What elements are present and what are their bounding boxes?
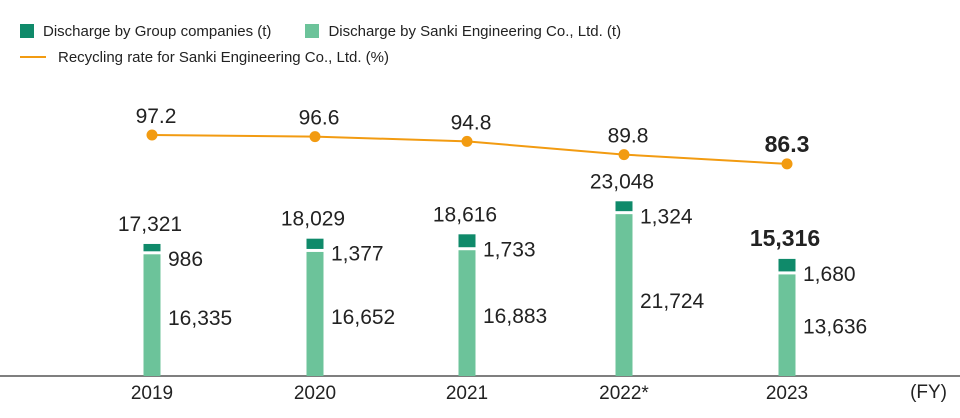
bar-sanki-2 [458, 250, 476, 376]
x-tick-label-2: 2021 [446, 383, 488, 404]
legend-swatch-sanki [305, 24, 320, 38]
label-total-3: 23,048 [590, 170, 654, 193]
label-sanki-4: 13,636 [803, 315, 867, 338]
legend-label-recycling: Recycling rate for Sanki Engineering Co.… [58, 48, 389, 66]
legend-item-recycling: Recycling rate for Sanki Engineering Co.… [20, 49, 389, 66]
label-sanki-3: 21,724 [640, 290, 705, 313]
recycling-label-1: 96.6 [299, 107, 340, 130]
x-axis-unit: (FY) [910, 382, 947, 403]
legend-swatch-recycling [20, 56, 46, 58]
legend-row-1: Discharge by Group companies (t) Dischar… [20, 18, 655, 44]
label-sanki-0: 16,335 [168, 307, 232, 330]
recycling-label-0: 97.2 [136, 105, 177, 128]
recycling-label-3: 89.8 [608, 125, 649, 148]
label-total-2: 18,616 [433, 203, 497, 226]
label-total-0: 17,321 [118, 213, 182, 236]
label-group-4: 1,680 [803, 263, 856, 286]
bar-group-3 [615, 201, 633, 212]
bar-group-0 [143, 243, 161, 252]
label-group-1: 1,377 [331, 243, 384, 266]
bar-sanki-1 [306, 251, 324, 376]
x-tick-label-3: 2022* [599, 383, 649, 404]
legend: Discharge by Group companies (t) Dischar… [20, 18, 655, 70]
bar-group-4 [778, 258, 796, 272]
x-tick-label-0: 2019 [131, 383, 173, 404]
label-total-4: 15,316 [750, 225, 820, 251]
legend-swatch-group [20, 24, 34, 38]
x-tick-label-4: 2023 [766, 383, 808, 404]
recycling-point-0 [146, 129, 158, 141]
bar-sanki-0 [143, 254, 161, 376]
legend-label-sanki: Discharge by Sanki Engineering Co., Ltd.… [328, 22, 622, 40]
recycling-label-4: 86.3 [765, 131, 810, 157]
x-tick-label-1: 2020 [294, 383, 336, 404]
label-group-3: 1,324 [640, 205, 693, 228]
legend-item-sanki: Discharge by Sanki Engineering Co., Ltd.… [305, 23, 621, 40]
recycling-point-2 [461, 135, 473, 147]
label-sanki-2: 16,883 [483, 305, 547, 328]
recycling-point-3 [618, 149, 630, 161]
recycling-point-1 [309, 131, 321, 143]
recycling-label-2: 94.8 [451, 111, 492, 134]
bar-sanki-3 [615, 214, 633, 376]
label-total-1: 18,029 [281, 208, 345, 231]
bar-group-2 [458, 234, 476, 248]
legend-label-group: Discharge by Group companies (t) [43, 22, 272, 40]
legend-row-2: Recycling rate for Sanki Engineering Co.… [20, 44, 655, 70]
bar-group-1 [306, 238, 324, 249]
label-sanki-1: 16,652 [331, 306, 395, 329]
label-group-0: 986 [168, 248, 203, 271]
legend-item-group: Discharge by Group companies (t) [20, 23, 271, 40]
bar-sanki-4 [778, 274, 796, 376]
label-group-2: 1,733 [483, 238, 536, 261]
recycling-point-4 [781, 158, 793, 170]
